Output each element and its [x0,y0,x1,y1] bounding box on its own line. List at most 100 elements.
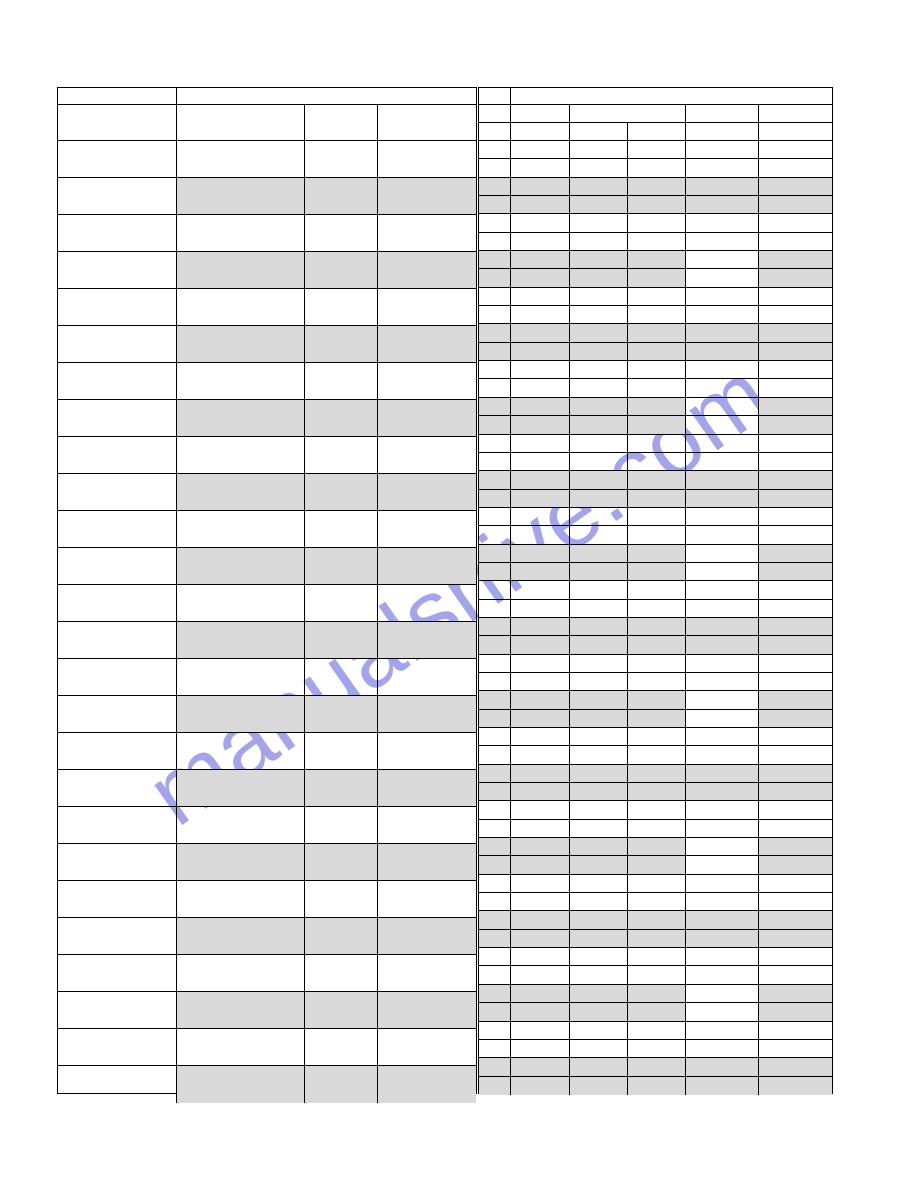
left-cell [305,511,378,547]
left-cell [58,511,177,547]
right-cell [686,214,759,231]
right-cell [686,269,759,286]
right-cell [511,269,570,286]
left-row [58,141,476,178]
right-row [479,746,832,764]
right-cell [570,820,628,837]
right-row [479,985,832,1003]
left-cell [378,252,476,288]
left-cell [58,289,177,325]
right-cell [686,435,759,452]
right-header-b3 [511,123,570,140]
right-cell [511,801,570,818]
right-cell [686,838,759,855]
right-cell [628,930,686,947]
right-cell [686,783,759,800]
right-cell [570,746,628,763]
right-cell [511,453,570,470]
right-cell [759,178,832,195]
left-cell [305,733,378,769]
right-cell [628,838,686,855]
right-cell [628,159,686,176]
right-cell [511,746,570,763]
right-cell [686,471,759,488]
right-cell [759,691,832,708]
right-row [479,1003,832,1021]
right-row [479,343,832,361]
left-cell [378,511,476,547]
right-row [479,435,832,453]
right-cell [686,581,759,598]
right-cell [511,1077,570,1095]
right-cell [759,306,832,323]
right-cell [759,801,832,818]
right-cell [686,930,759,947]
right-cell [686,691,759,708]
right-cell [511,490,570,507]
left-cell [177,659,305,695]
right-cell [479,581,511,598]
right-cell [686,856,759,873]
right-header-e [686,105,759,122]
right-cell [570,985,628,1002]
right-cell [479,214,511,231]
right-cell [479,361,511,378]
right-cell [570,141,628,158]
right-cell [511,159,570,176]
left-table-body [58,141,476,1103]
right-cell [479,655,511,672]
left-cell [378,992,476,1028]
right-cell [759,435,832,452]
left-cell [177,252,305,288]
right-header-b [511,105,570,122]
right-cell [628,856,686,873]
left-cell [378,881,476,917]
left-cell [378,141,476,177]
right-cell [511,233,570,250]
right-cell [511,1003,570,1020]
right-cell [628,948,686,965]
right-row [479,453,832,471]
right-cell [686,453,759,470]
right-cell [686,618,759,635]
right-cell [570,233,628,250]
right-cell [628,233,686,250]
right-cell [628,288,686,305]
left-cell [58,141,177,177]
right-cell [628,563,686,580]
right-cell [628,471,686,488]
right-cell [479,1022,511,1039]
right-row [479,691,832,709]
left-cell [378,844,476,880]
left-cell [378,918,476,954]
right-cell [511,416,570,433]
right-cell [686,710,759,727]
right-cell [511,655,570,672]
right-cell [479,948,511,965]
right-cell [570,911,628,928]
left-cell [305,215,378,251]
right-cell [759,1040,832,1057]
right-cell [628,251,686,268]
right-cell [628,801,686,818]
right-cell [479,490,511,507]
left-cell [378,807,476,843]
right-cell [759,856,832,873]
right-cell [479,636,511,653]
right-cell [511,1022,570,1039]
right-header-c3 [570,123,628,140]
right-cell [759,196,832,213]
right-cell [479,306,511,323]
right-cell [759,526,832,543]
left-cell [305,807,378,843]
right-cell [628,196,686,213]
right-row [479,636,832,654]
right-cell [570,783,628,800]
left-row [58,807,476,844]
right-cell [570,600,628,617]
right-cell [628,746,686,763]
right-cell [570,361,628,378]
left-cell [177,548,305,584]
right-cell [759,563,832,580]
left-cell [177,215,305,251]
